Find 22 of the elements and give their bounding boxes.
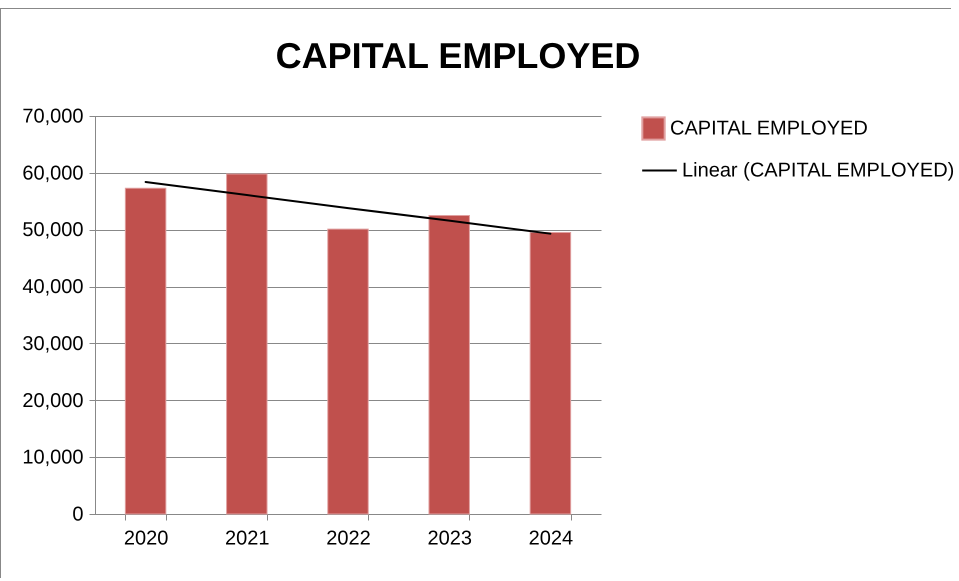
bar bbox=[530, 232, 572, 514]
line-series bbox=[144, 180, 552, 235]
bar bbox=[124, 188, 166, 514]
chart-title: CAPITAL EMPLOYED bbox=[276, 35, 640, 76]
legend-label: Linear (CAPITAL EMPLOYED) bbox=[682, 160, 954, 182]
y-tick-label: 30,000 bbox=[22, 332, 84, 355]
y-tick-label: 40,000 bbox=[22, 276, 84, 298]
x-tick-label: 2020 bbox=[124, 528, 168, 550]
y-tick-label: 70,000 bbox=[22, 106, 84, 128]
y-tick-label: 50,000 bbox=[22, 219, 84, 242]
y-tick-label: 0 bbox=[72, 504, 84, 526]
x-tick-label: 2022 bbox=[326, 528, 371, 550]
y-tick-label: 10,000 bbox=[22, 446, 84, 469]
x-tick-label: 2021 bbox=[225, 528, 270, 550]
y-tick-label: 60,000 bbox=[22, 162, 84, 184]
bar bbox=[428, 215, 470, 514]
legend-label: CAPITAL EMPLOYED bbox=[670, 118, 868, 140]
bar bbox=[226, 173, 268, 514]
x-tick-label: 2023 bbox=[427, 528, 472, 550]
x-tick-label: 2024 bbox=[528, 528, 574, 550]
y-tick-label: 20,000 bbox=[22, 390, 84, 412]
bar bbox=[327, 228, 369, 514]
